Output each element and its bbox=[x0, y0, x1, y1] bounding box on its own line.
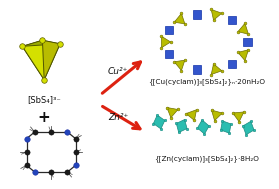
Text: Zn²⁺: Zn²⁺ bbox=[108, 114, 128, 122]
Polygon shape bbox=[176, 119, 187, 132]
Polygon shape bbox=[228, 60, 236, 68]
Text: {[Zn(cyclam)]₃[SbS₄]₂}·8H₂O: {[Zn(cyclam)]₃[SbS₄]₂}·8H₂O bbox=[154, 155, 259, 162]
Polygon shape bbox=[193, 10, 201, 19]
Polygon shape bbox=[233, 112, 244, 122]
Text: +: + bbox=[38, 111, 50, 125]
Polygon shape bbox=[174, 60, 185, 70]
Text: {[Cu(cyclam)]₃[SbS₄]₂}ₙ·20nH₂O: {[Cu(cyclam)]₃[SbS₄]₂}ₙ·20nH₂O bbox=[148, 78, 265, 85]
Polygon shape bbox=[198, 120, 209, 134]
Text: [SbS₄]³⁻: [SbS₄]³⁻ bbox=[27, 95, 61, 105]
Polygon shape bbox=[165, 50, 173, 58]
Polygon shape bbox=[211, 64, 222, 74]
Polygon shape bbox=[174, 13, 185, 24]
Polygon shape bbox=[193, 65, 201, 74]
Polygon shape bbox=[243, 38, 252, 46]
Polygon shape bbox=[22, 40, 60, 46]
Polygon shape bbox=[153, 115, 165, 129]
Polygon shape bbox=[186, 110, 196, 120]
Polygon shape bbox=[243, 121, 254, 135]
Polygon shape bbox=[238, 50, 248, 61]
Polygon shape bbox=[211, 9, 222, 20]
Polygon shape bbox=[22, 44, 60, 80]
Polygon shape bbox=[162, 36, 171, 48]
Polygon shape bbox=[167, 108, 178, 118]
Polygon shape bbox=[228, 16, 236, 24]
Polygon shape bbox=[165, 26, 173, 34]
Polygon shape bbox=[211, 110, 222, 121]
Text: Cu²⁺: Cu²⁺ bbox=[108, 67, 128, 77]
Polygon shape bbox=[221, 121, 231, 133]
Polygon shape bbox=[22, 40, 44, 80]
Polygon shape bbox=[238, 23, 248, 34]
Polygon shape bbox=[42, 40, 60, 80]
